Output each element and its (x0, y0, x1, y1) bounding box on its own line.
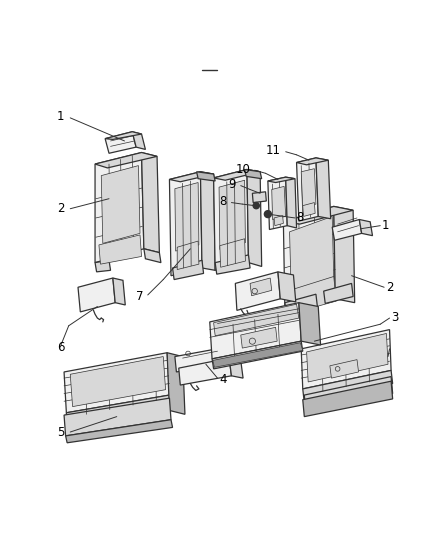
Polygon shape (210, 303, 301, 359)
Polygon shape (287, 277, 336, 314)
Polygon shape (301, 329, 391, 389)
Polygon shape (268, 177, 295, 182)
Polygon shape (229, 358, 243, 378)
Polygon shape (67, 395, 170, 427)
Polygon shape (173, 260, 204, 280)
Text: 3: 3 (391, 311, 399, 324)
Polygon shape (201, 172, 215, 270)
Polygon shape (215, 255, 250, 274)
Polygon shape (272, 187, 286, 220)
Polygon shape (290, 216, 334, 292)
Circle shape (253, 203, 259, 209)
Polygon shape (299, 303, 321, 345)
Polygon shape (167, 353, 185, 414)
Polygon shape (297, 158, 318, 221)
Polygon shape (283, 206, 353, 224)
Polygon shape (105, 132, 136, 154)
Text: 1: 1 (57, 110, 64, 123)
Text: 1: 1 (382, 219, 389, 232)
Polygon shape (274, 216, 283, 225)
Polygon shape (225, 348, 238, 365)
Polygon shape (144, 249, 161, 263)
Text: 2: 2 (57, 202, 64, 215)
Polygon shape (105, 132, 141, 140)
Polygon shape (235, 272, 280, 310)
Polygon shape (247, 169, 261, 266)
Polygon shape (132, 132, 145, 149)
Polygon shape (170, 172, 214, 182)
Polygon shape (141, 152, 159, 253)
Polygon shape (78, 278, 115, 312)
Text: 2: 2 (386, 281, 393, 294)
Polygon shape (70, 357, 166, 407)
Polygon shape (303, 370, 392, 403)
Text: 8: 8 (219, 195, 227, 208)
Polygon shape (252, 192, 266, 203)
Polygon shape (245, 169, 261, 179)
Polygon shape (95, 152, 157, 168)
Polygon shape (334, 206, 355, 303)
Polygon shape (197, 172, 215, 181)
Polygon shape (214, 304, 299, 336)
Polygon shape (268, 177, 287, 230)
Polygon shape (213, 343, 303, 367)
Polygon shape (307, 334, 388, 382)
Polygon shape (283, 206, 336, 313)
Polygon shape (303, 203, 315, 216)
Polygon shape (330, 360, 359, 378)
Polygon shape (170, 172, 202, 276)
Polygon shape (301, 168, 316, 207)
Polygon shape (278, 272, 296, 302)
Polygon shape (359, 220, 372, 236)
Polygon shape (95, 152, 144, 263)
Polygon shape (220, 239, 245, 267)
Polygon shape (285, 294, 318, 315)
Polygon shape (64, 353, 170, 413)
Polygon shape (175, 182, 199, 251)
Polygon shape (177, 241, 199, 270)
Polygon shape (99, 235, 141, 264)
Text: 4: 4 (219, 373, 226, 386)
Polygon shape (250, 278, 272, 296)
Text: 9: 9 (229, 179, 236, 191)
Polygon shape (66, 419, 173, 443)
Polygon shape (286, 177, 297, 228)
Polygon shape (214, 169, 260, 180)
Polygon shape (113, 278, 125, 305)
Polygon shape (303, 381, 392, 417)
Polygon shape (332, 220, 362, 240)
Text: 7: 7 (136, 290, 144, 303)
Text: 5: 5 (57, 426, 64, 439)
Polygon shape (219, 180, 245, 249)
Polygon shape (64, 398, 171, 436)
Polygon shape (324, 284, 353, 303)
Text: 10: 10 (235, 163, 250, 176)
Text: 8: 8 (297, 212, 304, 224)
Polygon shape (214, 169, 248, 270)
Polygon shape (316, 158, 331, 219)
Polygon shape (297, 158, 328, 165)
Polygon shape (241, 327, 277, 348)
Polygon shape (304, 377, 392, 412)
Text: 11: 11 (266, 144, 281, 157)
Polygon shape (175, 348, 227, 372)
Polygon shape (95, 260, 110, 272)
Polygon shape (101, 166, 140, 244)
Circle shape (265, 211, 272, 217)
Polygon shape (212, 341, 303, 369)
Text: 6: 6 (57, 341, 64, 354)
Polygon shape (179, 358, 231, 385)
